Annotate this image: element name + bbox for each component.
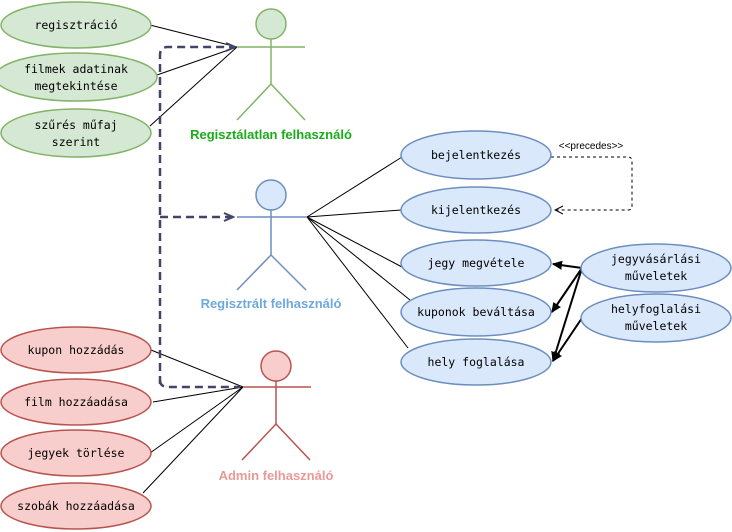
- usecase-label: film hozzáadása: [24, 395, 128, 409]
- usecase-filter-genre[interactable]: szűrés műfaj szerint: [0, 108, 152, 158]
- actor-unregistered[interactable]: [236, 8, 306, 121]
- arrow-seat-ops-to-seat: [552, 317, 583, 361]
- usecase-book-seat[interactable]: hely foglalása: [400, 338, 552, 386]
- assoc-add-film: [152, 386, 244, 403]
- assoc-add-rooms: [142, 386, 244, 494]
- usecase-registration[interactable]: regisztráció: [0, 1, 152, 49]
- precedes-label: <<precedes>>: [559, 141, 624, 152]
- usecase-label: szerint: [52, 135, 100, 149]
- assoc-filter-genre: [149, 46, 238, 127]
- associations: [142, 24, 411, 494]
- actor-admin[interactable]: [241, 350, 311, 461]
- usecase-label: műveletek: [625, 269, 687, 283]
- assoc-logout: [306, 209, 402, 218]
- arrow-ticket-ops-to-coupon: [551, 267, 583, 312]
- precedes-relation: <<precedes>>: [551, 141, 633, 210]
- actor-label-unregistered: Regisztálatlan felhasználó: [190, 127, 352, 142]
- usecase-label: szobák hozzáadása: [17, 499, 135, 513]
- usecase-ticket-ops[interactable]: jegyvásárlási műveletek: [580, 243, 732, 293]
- usecase-label: helyfoglalási: [611, 302, 701, 316]
- assoc-login: [306, 156, 403, 218]
- generalizations: [158, 47, 240, 389]
- actor-label-registered: Regisztrált felhasználó: [201, 296, 342, 311]
- usecase-label: bejelentkezés: [431, 148, 521, 162]
- usecase-label: kijelentkezés: [431, 203, 521, 217]
- assoc-redeem-coupon: [306, 216, 411, 301]
- usecase-label: jegyek törlése: [28, 446, 125, 460]
- usecase-redeem-coupon[interactable]: kuponok beváltása: [400, 287, 552, 337]
- actor-head: [260, 350, 292, 382]
- assoc-buy-ticket: [306, 216, 403, 268]
- assoc-add-coupon: [150, 349, 244, 388]
- usecase-seat-ops[interactable]: helyfoglalási műveletek: [580, 293, 732, 343]
- usecase-label: szűrés műfaj: [34, 118, 117, 132]
- operations-arrows: [551, 264, 583, 361]
- usecase-logout[interactable]: kijelentkezés: [400, 186, 552, 234]
- actor-registered[interactable]: [236, 179, 307, 291]
- precedes-line: [551, 156, 633, 210]
- assoc-view-films: [156, 46, 238, 76]
- actor-head: [255, 179, 287, 211]
- assoc-registration: [149, 24, 238, 48]
- usecase-label: regisztráció: [34, 18, 117, 32]
- usecase-label: műveletek: [625, 319, 687, 333]
- arrow-ticket-ops-to-seat: [553, 267, 583, 361]
- dashed-to-unregistered: [158, 47, 235, 384]
- assoc-delete-tickets: [149, 386, 244, 454]
- usecase-label: filmek adatinak: [24, 62, 128, 76]
- usecase-add-rooms[interactable]: szobák hozzáadása: [0, 482, 152, 530]
- actor-head: [255, 8, 287, 40]
- dashed-to-admin: [158, 379, 240, 389]
- usecase-label: kupon hozzádás: [28, 343, 125, 357]
- usecase-label: jegy megvétele: [428, 256, 525, 270]
- usecase-label: kuponok beváltása: [417, 305, 535, 319]
- assoc-book-seat: [306, 216, 409, 349]
- usecase-view-films[interactable]: filmek adatinak megtekintése: [0, 52, 158, 102]
- usecase-label: megtekintése: [34, 79, 117, 93]
- usecase-buy-ticket[interactable]: jegy megvétele: [400, 239, 552, 287]
- usecase-add-coupon[interactable]: kupon hozzádás: [0, 326, 152, 374]
- usecase-add-film[interactable]: film hozzáadása: [0, 378, 152, 426]
- usecase-login[interactable]: bejelentkezés: [400, 130, 552, 180]
- usecase-label: hely foglalása: [428, 355, 525, 369]
- usecase-label: jegyvásárlási: [611, 252, 701, 266]
- actor-label-admin: Admin felhasználó: [219, 468, 334, 483]
- arrow-ticket-ops-to-buy: [553, 264, 583, 268]
- usecase-delete-tickets[interactable]: jegyek törlése: [0, 429, 152, 477]
